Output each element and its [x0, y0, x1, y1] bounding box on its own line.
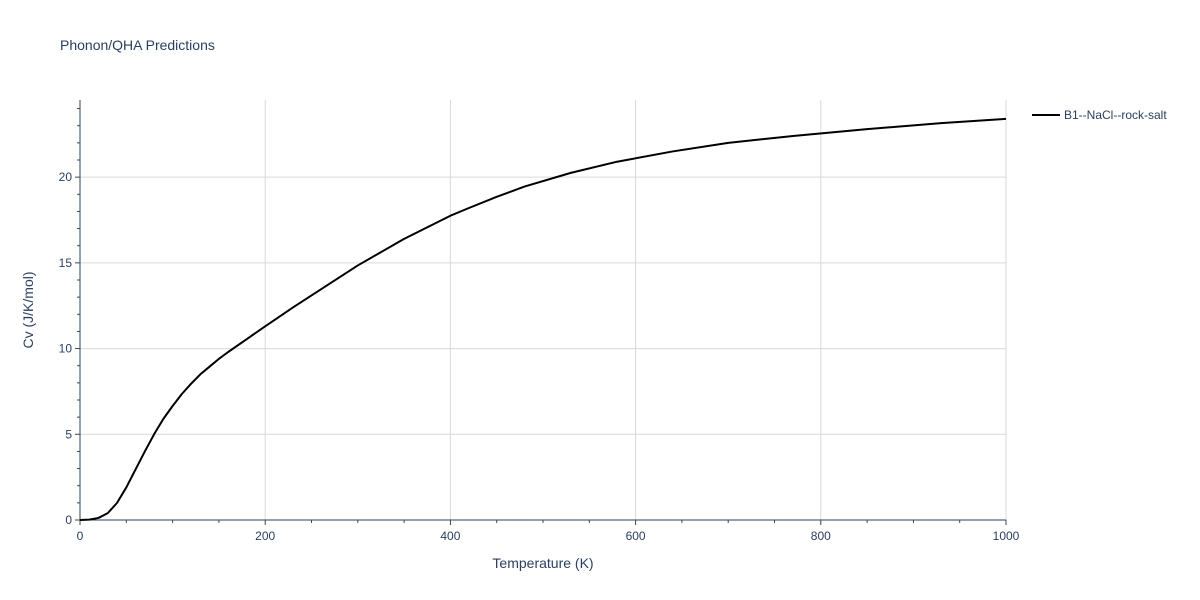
y-tick-label: 10 — [59, 342, 73, 356]
y-tick-label: 20 — [59, 170, 73, 184]
series-line — [79, 117, 1007, 521]
y-tick-label: 0 — [65, 513, 72, 527]
y-tick-label: 5 — [65, 427, 72, 441]
axes — [79, 100, 1006, 521]
x-tick-label: 0 — [77, 529, 84, 543]
y-tick-label: 15 — [59, 256, 73, 270]
y-axis-title: Cv (J/K/mol) — [20, 272, 36, 349]
x-tick-label: 600 — [626, 529, 646, 543]
y-axis-ticks: 0 5 10 15 20 — [59, 108, 80, 527]
legend[interactable]: B1--NaCl--rock-salt — [1032, 108, 1167, 122]
x-tick-label: 200 — [255, 529, 275, 543]
legend-item-label: B1--NaCl--rock-salt — [1064, 108, 1167, 122]
x-axis-title: Temperature (K) — [492, 555, 593, 571]
x-tick-label: 400 — [440, 529, 460, 543]
x-axis-ticks: 0 200 400 600 800 1000 — [77, 520, 1020, 543]
x-tick-label: 1000 — [993, 529, 1020, 543]
chart-title: Phonon/QHA Predictions — [60, 37, 215, 53]
series-lines — [79, 117, 1007, 521]
grid-lines — [80, 100, 1007, 520]
x-tick-label: 800 — [811, 529, 831, 543]
